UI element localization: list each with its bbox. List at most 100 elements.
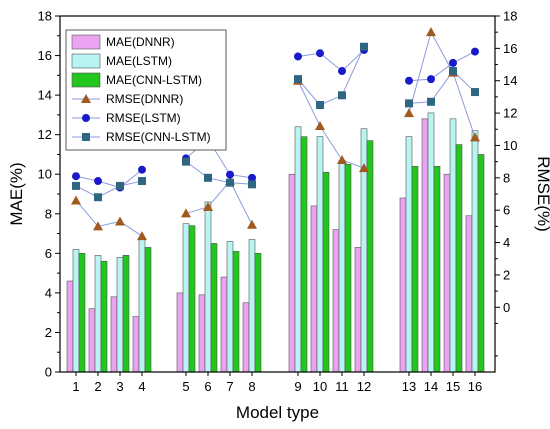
bar-mae-dnnr-13	[399, 197, 407, 373]
point-rmse-cnn-lstm-2	[94, 193, 102, 202]
legend-swatch-1	[71, 34, 101, 50]
bar-mae-dnnr-14	[421, 118, 429, 373]
line-segment-1-1	[75, 200, 143, 237]
y-tick-label-6: 6	[45, 246, 52, 261]
point-rmse-cnn-lstm-6	[204, 173, 212, 182]
point-rmse-cnn-lstm-14	[427, 97, 435, 106]
y-tick-label-10: 10	[38, 167, 52, 182]
y-tick-label-4: 4	[45, 285, 52, 300]
bar-mae-lstm-16	[471, 130, 479, 373]
y-tick-label-14: 14	[38, 88, 52, 103]
bar-mae-dnnr-12	[354, 247, 362, 373]
y2-tick-label-4: 4	[503, 235, 510, 250]
bar-mae-cnn-lstm-8	[254, 253, 262, 373]
point-rmse-lstm-14	[427, 75, 435, 84]
bar-mae-lstm-3	[116, 256, 124, 373]
bar-mae-cnn-lstm-13	[411, 166, 419, 373]
bar-mae-cnn-lstm-4	[144, 247, 152, 373]
bar-mae-lstm-5	[182, 223, 190, 373]
y-tick-label-2: 2	[45, 325, 52, 340]
bar-mae-cnn-lstm-5	[188, 225, 196, 373]
legend-label-2: MAE(LSTM)	[106, 54, 172, 68]
bars-group	[66, 112, 485, 373]
legend-label-4: RMSE(DNNR)	[106, 92, 183, 106]
bar-mae-lstm-14	[427, 112, 435, 373]
bar-mae-cnn-lstm-1	[78, 253, 86, 373]
point-rmse-lstm-16	[471, 47, 479, 56]
point-rmse-dnnr-10	[315, 121, 325, 131]
x-tick-label-7: 7	[226, 379, 233, 394]
bar-mae-lstm-8	[248, 239, 256, 373]
bar-mae-dnnr-16	[465, 215, 473, 373]
point-rmse-dnnr-14	[426, 27, 436, 37]
point-rmse-cnn-lstm-5	[182, 157, 190, 166]
bar-mae-lstm-4	[138, 239, 146, 373]
point-rmse-dnnr-12	[359, 163, 369, 173]
point-rmse-cnn-lstm-3	[116, 181, 124, 190]
point-rmse-dnnr-6	[203, 201, 213, 211]
bar-mae-dnnr-2	[88, 308, 96, 373]
point-rmse-cnn-lstm-7	[226, 178, 234, 187]
y-axis-label: MAE(%)	[7, 162, 26, 225]
x-tick-label-2: 2	[94, 379, 101, 394]
point-rmse-lstm-2	[94, 177, 102, 186]
bar-mae-lstm-7	[226, 241, 234, 373]
bar-mae-cnn-lstm-7	[232, 251, 240, 373]
legend-label-3: MAE(CNN-LSTM)	[106, 73, 202, 87]
legend-swatch-2	[71, 53, 101, 69]
point-rmse-dnnr-16	[470, 132, 480, 142]
bar-mae-dnnr-8	[242, 302, 250, 373]
x-tick-label-6: 6	[204, 379, 211, 394]
y2-tick-label-14: 14	[503, 73, 517, 88]
y-tick-label-18: 18	[38, 9, 52, 24]
point-rmse-lstm-1	[72, 172, 80, 181]
bar-mae-cnn-lstm-10	[322, 171, 330, 373]
point-rmse-cnn-lstm-8	[248, 180, 256, 189]
line-segment-3-1	[75, 180, 143, 198]
y2-tick-label-6: 6	[503, 203, 510, 218]
point-rmse-cnn-lstm-15	[449, 67, 457, 76]
y2-tick-label-18: 18	[503, 9, 517, 24]
y2-tick-label-10: 10	[503, 138, 517, 153]
bar-mae-dnnr-1	[66, 280, 74, 373]
y-tick-label-16: 16	[38, 48, 52, 63]
line-segment-3-4	[408, 70, 476, 104]
bar-mae-cnn-lstm-16	[477, 154, 485, 373]
point-rmse-cnn-lstm-4	[138, 177, 146, 186]
point-rmse-dnnr-11	[337, 155, 347, 165]
bar-mae-cnn-lstm-15	[455, 144, 463, 373]
point-rmse-lstm-4	[138, 165, 146, 174]
bar-mae-cnn-lstm-12	[366, 140, 374, 373]
bar-mae-dnnr-6	[198, 294, 206, 373]
bar-mae-cnn-lstm-9	[300, 136, 308, 373]
line-segment-2-4	[408, 51, 476, 82]
bar-mae-lstm-2	[94, 255, 102, 373]
point-rmse-dnnr-8	[247, 219, 257, 229]
bar-mae-cnn-lstm-6	[210, 243, 218, 373]
point-rmse-lstm-13	[405, 76, 413, 85]
bar-mae-dnnr-15	[443, 173, 451, 373]
bar-mae-dnnr-11	[332, 229, 340, 373]
legend-label-1: MAE(DNNR)	[106, 35, 175, 49]
legend-marker-4	[81, 94, 91, 103]
line-segment-2-3	[297, 49, 365, 72]
point-rmse-cnn-lstm-16	[471, 88, 479, 97]
legend-label-6: RMSE(CNN-LSTM)	[106, 130, 211, 144]
legend-marker-5	[82, 114, 90, 122]
point-rmse-dnnr-4	[137, 231, 147, 241]
legend-box	[65, 29, 227, 151]
bar-mae-dnnr-4	[132, 316, 140, 373]
point-rmse-cnn-lstm-10	[316, 101, 324, 109]
x-axis-label: Model type	[236, 403, 319, 422]
x-tick-label-16: 16	[468, 379, 482, 394]
bar-mae-cnn-lstm-2	[100, 260, 108, 373]
bar-mae-dnnr-3	[110, 296, 118, 373]
bar-mae-lstm-9	[294, 126, 302, 373]
y2-tick-label-12: 12	[503, 106, 517, 121]
bar-mae-lstm-1	[72, 249, 80, 373]
point-rmse-cnn-lstm-1	[72, 181, 80, 190]
x-tick-label-12: 12	[357, 379, 371, 394]
bar-mae-dnnr-5	[176, 292, 184, 373]
